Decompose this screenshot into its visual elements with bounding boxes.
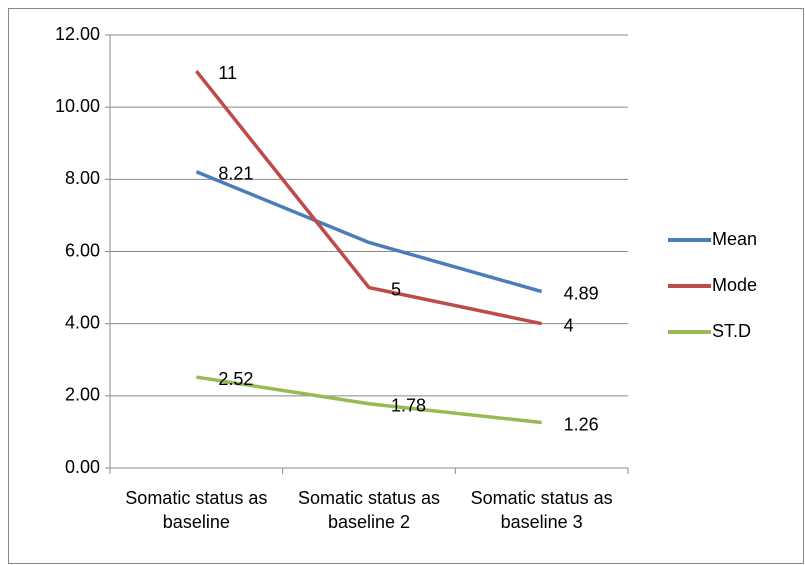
data-label: 1.26 [564, 414, 599, 434]
data-label: 5 [391, 279, 401, 299]
line-series [195, 170, 543, 294]
data-label: 8.21 [218, 164, 253, 184]
y-tick-label: 4.00 [65, 312, 100, 332]
line-series [194, 69, 543, 326]
legend-label: ST.D [712, 321, 751, 341]
x-tick-label: Somatic status as baseline 2 [297, 488, 441, 532]
data-label: 1.78 [391, 396, 426, 416]
x-tick-label: Somatic status as baseline [125, 488, 268, 532]
data-label: 4.89 [564, 283, 599, 303]
y-tick-label: 8.00 [65, 168, 100, 188]
y-tick-label: 12.00 [55, 24, 100, 44]
chart-border [8, 8, 804, 564]
data-label: 2.52 [218, 369, 253, 389]
legend-label: Mode [712, 275, 757, 295]
x-tick-label: Somatic status as baseline 3 [470, 488, 613, 532]
data-label: 11 [218, 63, 237, 83]
y-tick-label: 0.00 [65, 457, 100, 477]
legend-label: Mean [712, 229, 757, 249]
y-tick-label: 2.00 [65, 385, 100, 405]
y-tick-label: 10.00 [55, 96, 100, 116]
y-tick-label: 6.00 [65, 240, 100, 260]
data-label: 4 [564, 315, 574, 335]
line-series [196, 375, 542, 425]
